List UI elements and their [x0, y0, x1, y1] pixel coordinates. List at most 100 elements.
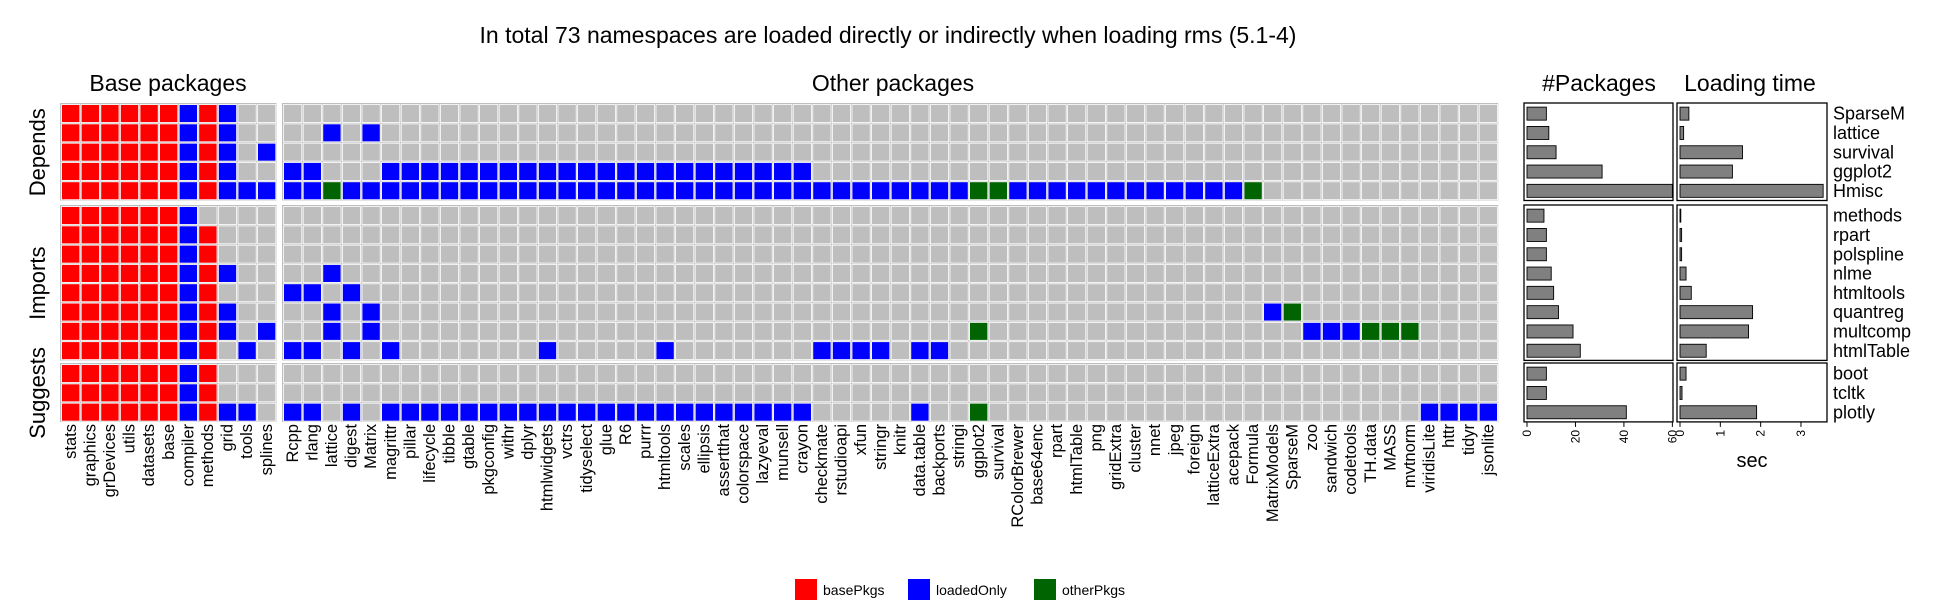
cell-nlme-htmlwidgets [538, 264, 558, 283]
cell-lattice-lazyeval [753, 123, 773, 143]
cell-plotly-codetools [1341, 402, 1361, 422]
cell-nlme-splines [257, 264, 277, 283]
cell-htmltable-grid [217, 341, 237, 361]
cell-nlme-scales [675, 264, 695, 283]
cell-polspline-backports [930, 244, 950, 264]
cell-ggplot2-methods [198, 162, 218, 181]
cell-htmltools-splines [257, 283, 277, 303]
npkg-bar-sparsem [1526, 106, 1547, 121]
cell-quantreg-sparsem [1282, 302, 1302, 322]
panel-title-npkg: #Packages [1542, 70, 1656, 96]
cell-rpart-mvtnorm [1400, 225, 1420, 245]
cell-methods-zoo [1302, 206, 1322, 225]
cell-polspline-splines [257, 244, 277, 264]
cell-boot-pillar [400, 364, 420, 383]
cell-htmltools-grid [217, 283, 237, 303]
col-label-httr: httr [1440, 423, 1458, 447]
cell-tcltk-vctrs [557, 383, 577, 403]
cell-quantreg-ggplot2 [969, 302, 989, 322]
cell-multcomp-matrix [361, 321, 381, 341]
cell-lattice-grdevices [100, 123, 120, 143]
cell-plotly-latticeextra [1204, 402, 1224, 422]
cell-lattice-colorspace [734, 123, 754, 143]
cell-nlme-stats [61, 264, 81, 283]
cell-tcltk-graphics [80, 383, 100, 403]
cell-survival-cluster [1126, 142, 1146, 162]
cell-tcltk-digest [341, 383, 361, 403]
cell-sparsem-compiler [178, 104, 198, 123]
cell-htmltools-base64enc [1028, 283, 1048, 303]
legend-swatch-loadedonly [908, 579, 930, 600]
cell-sparsem-backports [930, 104, 950, 123]
cell-hmisc-lifecycle [420, 181, 440, 201]
cell-sparsem-stats [61, 104, 81, 123]
cell-survival-knitr [890, 142, 910, 162]
col-label-utils: utils [121, 424, 139, 453]
cell-nlme-latticeextra [1204, 264, 1224, 283]
cell-sparsem-mass [1380, 104, 1400, 123]
cell-quantreg-cluster [1126, 302, 1146, 322]
cell-htmltable-htmltools [655, 341, 675, 361]
col-label-jsonlite: jsonlite [1479, 424, 1497, 476]
cell-htmltable-tidyr [1459, 341, 1479, 361]
cell-sparsem-lifecycle [420, 104, 440, 123]
cell-htmltools-jsonlite [1478, 283, 1498, 303]
cell-sparsem-munsell [773, 104, 793, 123]
cell-methods-graphics [80, 206, 100, 225]
cell-sparsem-datasets [139, 104, 159, 123]
cell-rpart-mass [1380, 225, 1400, 245]
cell-hmisc-httr [1439, 181, 1459, 201]
cell-plotly-htmltools [655, 402, 675, 422]
cell-htmltools-colorspace [734, 283, 754, 303]
col-label-ellipsis: ellipsis [695, 424, 713, 474]
cell-nlme-tibble [439, 264, 459, 283]
cell-survival-ellipsis [694, 142, 714, 162]
cell-survival-gtable [459, 142, 479, 162]
cell-survival-data-table [910, 142, 930, 162]
cell-multcomp-base [159, 321, 179, 341]
cell-polspline-rcolorbrewer [1008, 244, 1028, 264]
cell-htmltools-th-data [1361, 283, 1381, 303]
cell-quantreg-zoo [1302, 302, 1322, 322]
cell-survival-grid [217, 142, 237, 162]
cell-quantreg-rstudioapi [832, 302, 852, 322]
cell-multcomp-httr [1439, 321, 1459, 341]
col-label-withr: withr [499, 424, 517, 460]
cell-rpart-matrixmodels [1263, 225, 1283, 245]
cell-lattice-codetools [1341, 123, 1361, 143]
cell-hmisc-jsonlite [1478, 181, 1498, 201]
cell-sparsem-latticeextra [1204, 104, 1224, 123]
cell-hmisc-survival [988, 181, 1008, 201]
cell-lattice-gtable [459, 123, 479, 143]
cell-tcltk-survival [988, 383, 1008, 403]
cell-survival-assertthat [714, 142, 734, 162]
cell-rpart-scales [675, 225, 695, 245]
cell-tcltk-assertthat [714, 383, 734, 403]
cell-hmisc-foreign [1184, 181, 1204, 201]
cell-survival-colorspace [734, 142, 754, 162]
cell-rpart-methods [198, 225, 218, 245]
cell-sparsem-vctrs [557, 104, 577, 123]
cell-polspline-pkgconfig [479, 244, 499, 264]
cell-ggplot2-acepack [1224, 162, 1244, 181]
row-label-nlme: nlme [1833, 264, 1872, 284]
cell-rpart-acepack [1224, 225, 1244, 245]
col-label-mass: MASS [1381, 424, 1399, 471]
cell-sparsem-glue [596, 104, 616, 123]
cell-polspline-sandwich [1322, 244, 1342, 264]
cell-ggplot2-mvtnorm [1400, 162, 1420, 181]
cell-htmltable-tools [237, 341, 257, 361]
cell-lattice-rpart [1047, 123, 1067, 143]
cell-quantreg-tibble [439, 302, 459, 322]
col-label-lazyeval: lazyeval [754, 424, 772, 484]
col-label-htmltools: htmltools [656, 424, 674, 490]
col-label-rcolorbrewer: RColorBrewer [1009, 423, 1027, 527]
cell-htmltools-rcolorbrewer [1008, 283, 1028, 303]
cell-survival-gridextra [1106, 142, 1126, 162]
cell-methods-foreign [1184, 206, 1204, 225]
cell-hmisc-htmltable [1067, 181, 1087, 201]
cell-ggplot2-base64enc [1028, 162, 1048, 181]
col-label-xfun: xfun [852, 424, 870, 455]
time-bar-rpart [1679, 227, 1683, 242]
cell-tcltk-dplyr [518, 383, 538, 403]
